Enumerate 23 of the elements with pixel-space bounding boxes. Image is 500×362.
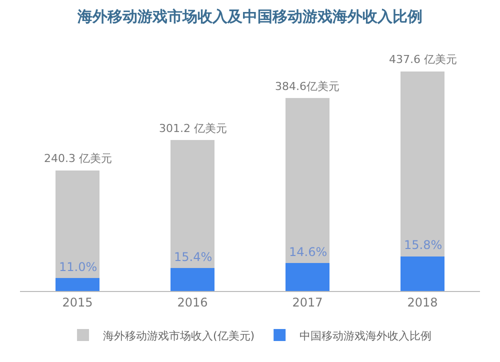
x-tick-label: 2015 (62, 295, 93, 310)
annotation: 240.3 亿美元 (44, 152, 112, 165)
bar (400, 256, 444, 291)
bar (56, 170, 100, 278)
annotation: 15.8% (404, 238, 442, 252)
annotation: 15.4% (174, 250, 212, 264)
x-tick-label: 2016 (177, 295, 208, 310)
bar (400, 71, 444, 256)
bar (170, 140, 214, 268)
annotation: 437.6 亿美元 (389, 53, 457, 66)
bar (286, 98, 330, 263)
legend-label: 海外移动游戏市场收入(亿美元) (103, 329, 255, 342)
x-tick-label: 2017 (292, 295, 323, 310)
legend-label: 中国移动游戏海外收入比例 (300, 329, 432, 342)
bar (170, 268, 214, 291)
annotation: 384.6亿美元 (275, 80, 340, 93)
bar (56, 278, 100, 291)
annotation: 301.2 亿美元 (159, 122, 227, 135)
bar (286, 262, 330, 291)
chart-title: 海外移动游戏市场收入及中国移动游戏海外收入比例 (76, 7, 422, 26)
annotation: 11.0% (59, 260, 98, 274)
x-tick-label: 2018 (407, 295, 438, 310)
annotation: 14.6% (289, 245, 328, 259)
